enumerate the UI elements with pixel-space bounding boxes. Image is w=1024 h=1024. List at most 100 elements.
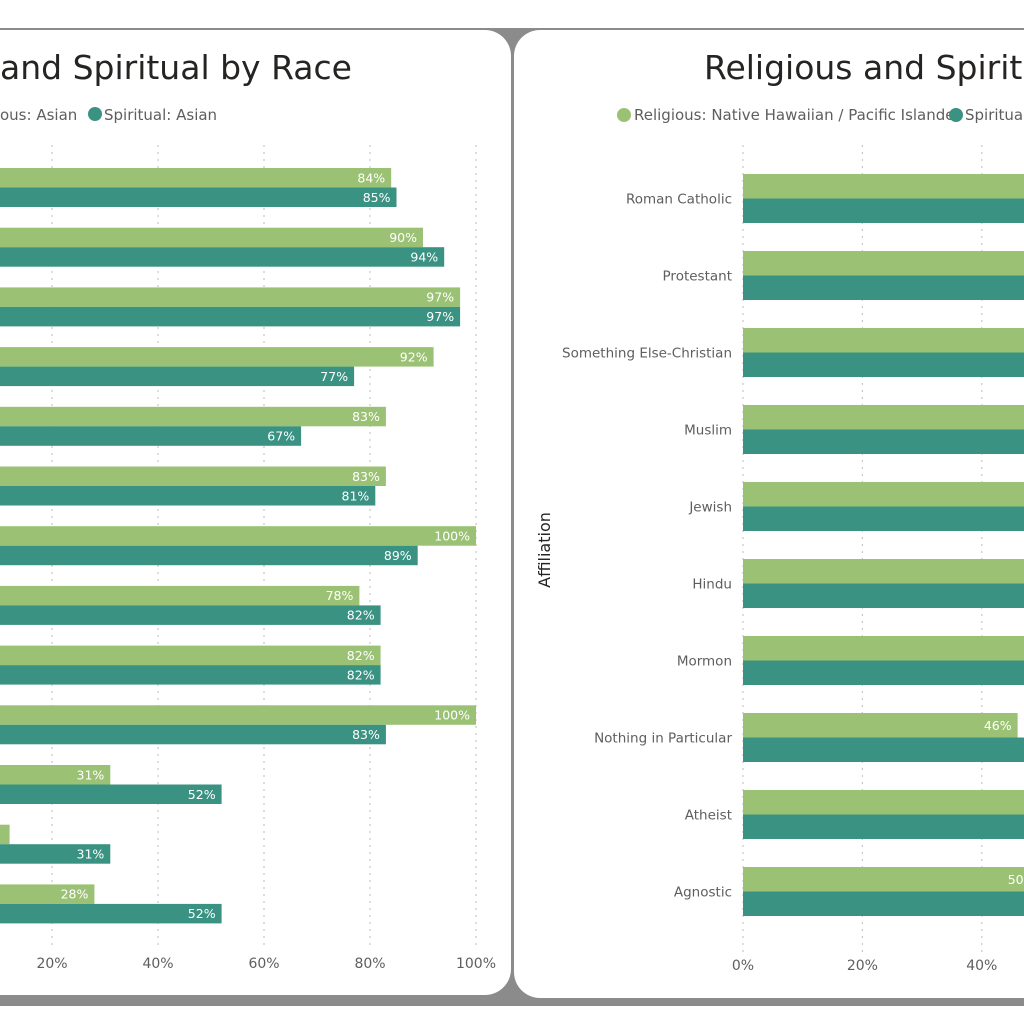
bar-religious[interactable] [0,406,386,427]
bar-spiritual[interactable] [743,891,1024,917]
y-axis-title: Affiliation [535,512,554,588]
bar-religious[interactable] [743,636,1024,661]
category-label: Something Else-Christian [562,346,732,362]
data-label: 90% [389,230,417,245]
x-tick-label: 0% [732,958,754,974]
bars[interactable]: 84% 85% 90% 94% 97% 97% 92% 77% 83% 67% 83% 81% 100%… [0,168,476,924]
bar-religious[interactable] [743,790,1024,815]
bar-spiritual[interactable] [743,737,1024,763]
bar-spiritual[interactable] [743,198,1024,224]
bar-spiritual[interactable] [0,605,381,625]
bar-spiritual[interactable] [0,903,222,924]
bar-religious[interactable] [0,347,434,367]
data-label: 31% [77,767,105,782]
bars[interactable]: 46% 50% [743,174,1024,916]
legend[interactable]: Religious: Native Hawaiian / Pacific Isl… [617,106,1024,124]
category-label: Nothing in Particular [594,731,732,747]
category-label: Protestant [663,269,732,285]
bar-religious[interactable] [743,559,1024,584]
data-label: 82% [347,608,375,623]
x-axis: 20% 40% 60% 80% 100% [36,956,496,972]
bar-spiritual[interactable] [0,247,445,267]
legend-label-spiritual: Spiritual [965,106,1024,124]
data-label: 83% [352,469,380,484]
bar-spiritual[interactable] [0,366,355,387]
bar-spiritual[interactable] [0,187,397,208]
data-label: 52% [188,787,216,802]
chart-card-left[interactable]: and Spiritual by Race ous: Asian Spiritu… [0,30,511,995]
bar-religious[interactable] [743,713,1018,738]
data-label: 85% [363,190,391,205]
bar-spiritual[interactable] [743,275,1024,301]
data-label: 82% [347,648,375,663]
bar-spiritual[interactable] [0,426,302,446]
bar-religious[interactable] [0,824,10,845]
bar-spiritual[interactable] [0,844,111,864]
category-label: Roman Catholic [626,192,732,208]
data-label: 52% [188,906,216,921]
y-axis: Roman Catholic Protestant Something Else-C… [562,192,732,901]
chart-title: Religious and Spiritu [704,48,1024,87]
bar-spiritual[interactable] [0,665,381,685]
x-tick-label: 40% [142,956,173,972]
bar-spiritual[interactable] [743,583,1024,609]
data-label: 46% [984,718,1012,733]
legend-dot-spiritual [949,108,963,122]
bar-religious[interactable] [0,585,360,606]
data-label: 92% [400,349,428,364]
bar-religious[interactable] [0,287,461,307]
category-label: Jewish [688,500,732,516]
bar-spiritual[interactable] [0,784,222,805]
bar-religious[interactable] [0,765,111,785]
bar-spiritual[interactable] [743,352,1024,378]
bar-spiritual[interactable] [743,429,1024,455]
data-label: 81% [342,488,370,503]
bar-religious[interactable] [0,168,392,188]
legend-label-spiritual: Spiritual: Asian [104,106,217,124]
legend-label-religious: ous: Asian [0,106,77,124]
data-label: 100% [434,528,470,543]
chart-card-right[interactable]: Religious and Spiritu Religious: Native … [514,30,1024,998]
x-tick-label: 80% [354,956,385,972]
bar-religious[interactable] [0,227,423,248]
data-label: 67% [267,429,295,444]
x-tick-label: 20% [847,958,878,974]
bar-religious[interactable] [0,466,386,487]
data-label: 83% [352,727,380,742]
bar-spiritual[interactable] [743,814,1024,840]
data-label: 97% [426,309,454,324]
data-label: 94% [410,249,438,264]
bar-religious[interactable] [743,328,1024,353]
bar-religious[interactable] [743,405,1024,430]
bar-religious[interactable] [743,174,1024,199]
x-axis: 0% 20% 40% [732,958,997,974]
legend-label-religious: Religious: Native Hawaiian / Pacific Isl… [634,106,962,124]
bar-spiritual[interactable] [743,660,1024,686]
bar-religious[interactable] [743,251,1024,276]
bar-religious[interactable] [0,884,95,904]
bar-spiritual[interactable] [743,506,1024,532]
legend-dot-religious [617,108,631,122]
data-label: 97% [426,290,454,305]
data-label: 50% [1008,872,1024,887]
data-label: 100% [434,708,470,723]
bar-spiritual[interactable] [0,545,418,566]
data-label: 84% [357,170,385,185]
bar-spiritual[interactable] [0,306,461,327]
data-label: 28% [61,887,89,902]
data-label: 83% [352,409,380,424]
category-label: Muslim [684,423,732,439]
bar-spiritual[interactable] [0,486,376,506]
x-tick-label: 100% [456,956,496,972]
category-label: Hindu [692,577,732,593]
bar-religious[interactable] [0,705,476,725]
bar-religious[interactable] [743,482,1024,507]
bar-religious[interactable] [0,645,381,666]
data-label: 89% [384,548,412,563]
x-tick-label: 20% [36,956,67,972]
bar-religious[interactable] [0,526,476,546]
bar-religious[interactable] [743,867,1024,892]
legend[interactable]: ous: Asian Spiritual: Asian [0,106,217,124]
category-label: Mormon [677,654,732,670]
bar-spiritual[interactable] [0,724,386,745]
